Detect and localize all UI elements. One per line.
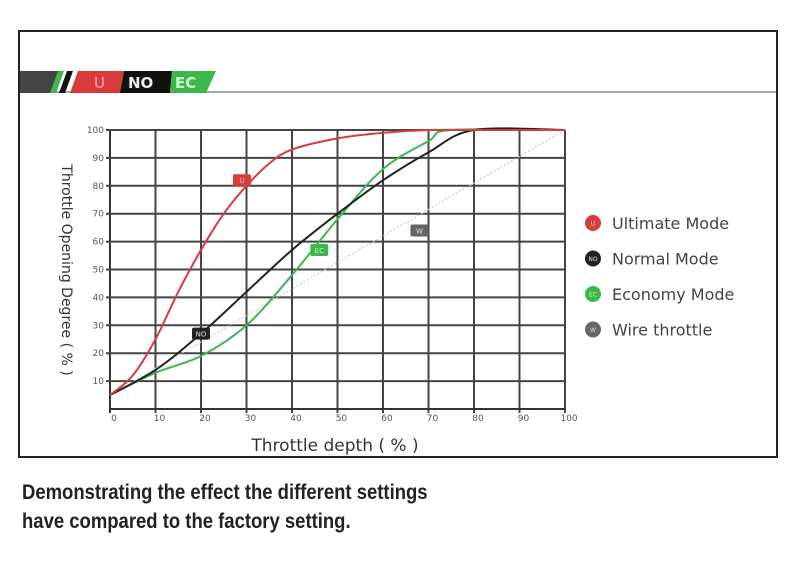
legend-icon-label: U <box>591 221 595 228</box>
x-tick-label: 70 <box>427 414 439 424</box>
y-axis-label: Throttle Opening Degree ( % ) <box>58 163 74 375</box>
mode-banner: U NO EC <box>20 71 776 93</box>
y-tick-label: 60 <box>93 238 105 248</box>
y-tick-label: 100 <box>87 126 104 136</box>
legend-icon-label: W <box>590 327 596 334</box>
x-tick-label: 50 <box>336 414 348 424</box>
series-line-ultimate-mode <box>109 128 565 396</box>
x-tick-label: 100 <box>560 414 577 424</box>
x-tick-label: 90 <box>518 414 530 424</box>
y-tick-label: 50 <box>93 266 105 276</box>
series-badge <box>410 224 429 237</box>
series-line-wire-throttle <box>109 129 566 396</box>
series-line-normal-mode <box>109 127 566 396</box>
y-tick-label: 90 <box>93 154 105 164</box>
x-tick-label: 10 <box>154 414 166 424</box>
y-tick-label: 70 <box>93 210 105 220</box>
x-tick-label: 80 <box>472 414 484 424</box>
series-badge <box>310 243 329 256</box>
x-tick-label: 60 <box>381 414 393 424</box>
series-badge <box>192 327 210 340</box>
caption-line-2: have compared to the factory setting. <box>22 510 351 533</box>
series-line-economy-mode <box>109 128 566 396</box>
legend-icon <box>585 250 601 267</box>
y-tick-label: 20 <box>93 349 105 359</box>
y-tick-label: 30 <box>93 321 105 331</box>
series-badge <box>232 174 251 187</box>
legend-icon <box>585 321 601 338</box>
x-tick-label: 30 <box>245 414 257 424</box>
caption-line-1: Demonstrating the effect the different s… <box>22 481 428 504</box>
x-axis-label: Throttle depth ( % ) <box>250 436 418 456</box>
y-tick-label: 80 <box>93 182 105 192</box>
banner-no: NO <box>128 74 153 92</box>
legend-label: Normal Mode <box>612 250 719 269</box>
x-tick-label: 20 <box>199 414 211 424</box>
legend-icon <box>585 215 601 231</box>
x-tick-label: 40 <box>290 414 302 424</box>
legend-icon-label: NO <box>588 256 597 263</box>
legend-label: Economy Mode <box>612 285 734 304</box>
series-badge-label: U <box>239 177 244 185</box>
legend-icon <box>585 286 601 302</box>
legend-label: Ultimate Mode <box>612 214 729 233</box>
banner-u: U <box>94 74 105 92</box>
y-tick-label: 40 <box>93 293 105 303</box>
caption: Demonstrating the effect the different s… <box>22 478 428 536</box>
series-badge-label: W <box>416 227 423 235</box>
x-tick-label: 0 <box>111 414 117 424</box>
series-badge-label: NO <box>196 331 207 339</box>
legend-label: Wire throttle <box>612 321 712 340</box>
chart-frame <box>18 30 778 458</box>
y-tick-label: 10 <box>93 377 105 387</box>
legend-icon-label: EC <box>589 292 597 299</box>
series-badge-label: EC <box>315 247 324 255</box>
banner-ec: EC <box>175 74 196 92</box>
